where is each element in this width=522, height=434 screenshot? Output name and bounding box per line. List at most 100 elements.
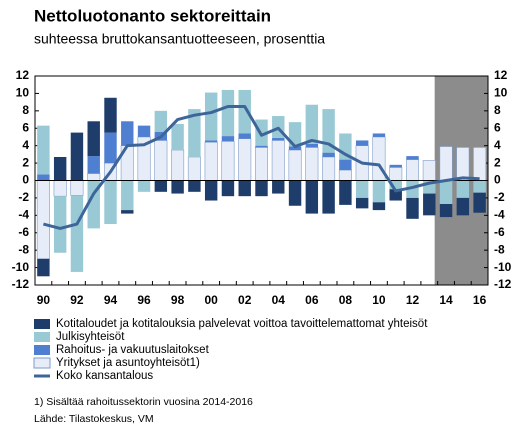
x-tick-label: 92 — [70, 293, 84, 307]
y2-tick-label: 0 — [494, 173, 501, 187]
y-tick-label: 0 — [22, 173, 29, 187]
bar — [456, 180, 470, 198]
bar — [254, 147, 269, 181]
bar — [137, 180, 151, 192]
y2-tick-label: -6 — [494, 225, 505, 239]
y2-tick-label: -4 — [494, 208, 505, 222]
bar — [456, 197, 470, 216]
bar — [104, 132, 117, 164]
legend-label: Rahoitus- ja vakuutuslaitokset — [56, 344, 210, 356]
bar — [204, 140, 218, 143]
y2-tick-label: -2 — [494, 190, 505, 204]
bar — [272, 137, 285, 141]
y-tick-label: -6 — [18, 225, 29, 239]
bar — [221, 136, 235, 142]
legend-label: Kotitaloudet ja kotitalouksia palvelevat… — [56, 318, 428, 330]
bar — [238, 133, 251, 139]
line — [43, 104, 480, 230]
bar — [154, 110, 168, 132]
bar — [221, 180, 235, 197]
bar — [305, 143, 319, 148]
bar — [339, 159, 352, 171]
source: Lähde: Tilastokeskus, VM — [34, 413, 154, 425]
y-tick-label: 4 — [22, 138, 29, 152]
x-tick-label: 06 — [305, 293, 319, 307]
y2-tick-label: -8 — [494, 242, 505, 256]
bar — [406, 180, 419, 198]
y2-tick-label: 4 — [494, 138, 501, 152]
bar — [204, 180, 218, 201]
bar — [37, 125, 50, 175]
bar — [338, 169, 352, 181]
bar — [238, 180, 251, 197]
bar — [322, 152, 335, 157]
y-tick-label: -12 — [12, 277, 30, 291]
bar — [121, 210, 134, 214]
y2-tick-label: -10 — [494, 260, 512, 274]
bar — [255, 145, 268, 148]
bar — [171, 123, 184, 151]
bar — [322, 180, 335, 214]
bar — [372, 133, 386, 137]
y2-tick-label: 12 — [494, 68, 508, 82]
bar — [288, 146, 302, 151]
x-tick-label: 00 — [204, 293, 218, 307]
y-tick-label: 8 — [22, 103, 29, 117]
bar — [406, 156, 419, 160]
chart-subtitle: suhteessa bruttokansantuotteeseen, prose… — [34, 31, 325, 47]
footnote: 1) Sisältää rahoitussektorin vuosina 201… — [34, 396, 253, 408]
bar — [322, 109, 335, 153]
bar — [154, 180, 168, 192]
bar — [389, 189, 402, 201]
bar — [406, 197, 419, 219]
bar — [422, 160, 436, 181]
bar — [171, 180, 184, 194]
bar — [389, 180, 402, 190]
x-tick-label: 98 — [171, 293, 185, 307]
bar — [37, 258, 50, 277]
bar — [473, 147, 487, 181]
legend-swatch — [34, 345, 50, 355]
x-tick-label: 10 — [372, 293, 386, 307]
legend-label: Yritykset ja asuntoyhteisöt1) — [56, 357, 200, 369]
y2-tick-label: 10 — [494, 86, 508, 100]
bar — [221, 89, 235, 137]
bar — [389, 167, 403, 181]
bar — [53, 196, 67, 253]
bar — [87, 180, 100, 229]
bar — [355, 180, 369, 198]
bar — [255, 180, 268, 197]
bar — [372, 202, 386, 211]
y-tick-label: 12 — [16, 68, 30, 82]
bar — [137, 125, 151, 137]
y-tick-label: -2 — [18, 190, 29, 204]
bar — [272, 180, 285, 194]
bar — [355, 140, 369, 146]
y-tick-label: 6 — [22, 120, 29, 134]
bar — [305, 180, 319, 214]
x-tick-label: 90 — [37, 293, 51, 307]
legend-swatch — [34, 332, 50, 342]
bar — [87, 121, 100, 157]
bar — [188, 109, 201, 157]
bar — [355, 197, 369, 209]
legend-swatch — [34, 319, 50, 329]
legend-label: Julkisyhteisöt — [56, 331, 125, 343]
bar — [37, 174, 50, 181]
bar — [121, 180, 134, 211]
x-tick-label: 02 — [238, 293, 252, 307]
bar — [439, 146, 453, 181]
plot-frame — [34, 75, 489, 286]
x-tick-label: 94 — [104, 293, 118, 307]
legend-swatch — [33, 357, 51, 369]
bar — [473, 180, 486, 193]
bar — [456, 147, 470, 181]
bar — [70, 195, 84, 272]
x-tick-label: 04 — [272, 293, 286, 307]
bar — [473, 192, 486, 213]
y-tick-label: 2 — [22, 155, 29, 169]
bar — [104, 97, 117, 133]
bar — [204, 141, 218, 181]
bar — [238, 138, 252, 181]
bar — [188, 180, 201, 192]
